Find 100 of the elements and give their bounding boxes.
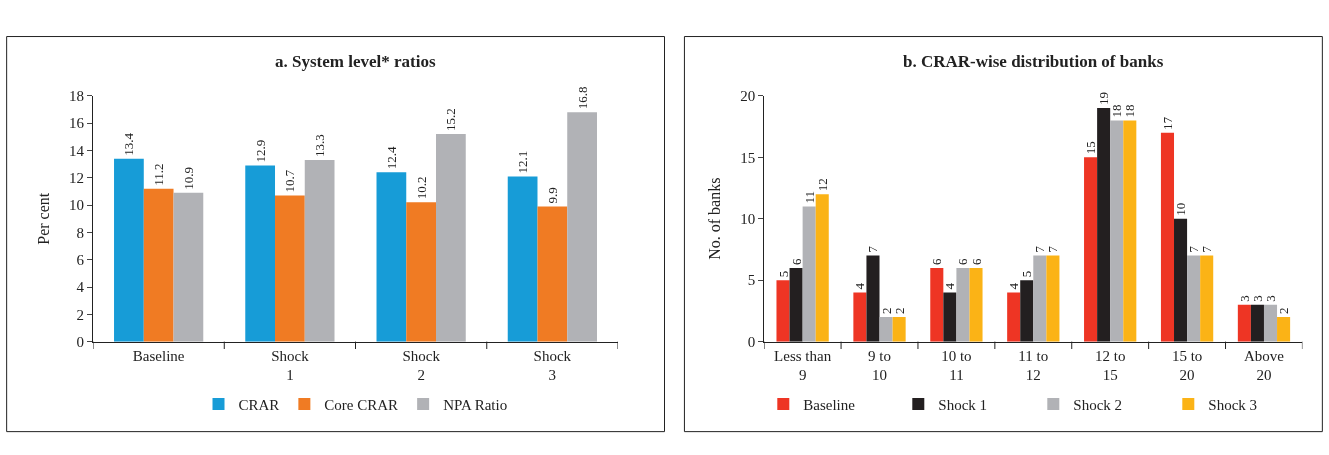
- data-label: 17: [1160, 117, 1175, 130]
- bar: [815, 194, 829, 342]
- y-tick-label: 18: [69, 88, 85, 105]
- bar: [930, 267, 944, 342]
- legend-label: Baseline: [803, 396, 856, 413]
- data-label: 13.3: [312, 134, 328, 157]
- legend-label: Core CRAR: [324, 396, 399, 413]
- data-label: 18: [1122, 104, 1138, 118]
- data-label: 6: [955, 257, 971, 265]
- data-label: 12.9: [252, 139, 268, 163]
- data-label: 6: [929, 257, 945, 265]
- bar: [1046, 255, 1060, 342]
- data-label: 6: [788, 257, 804, 265]
- bar: [956, 267, 970, 342]
- data-label: 18: [1109, 104, 1125, 118]
- bar: [969, 267, 983, 342]
- data-label: 12.4: [383, 146, 399, 170]
- bar: [436, 134, 466, 342]
- data-label: 4: [942, 282, 958, 290]
- y-axis-title: Per cent: [34, 192, 52, 245]
- bar: [1237, 304, 1251, 342]
- bar: [802, 206, 816, 342]
- data-label: 4: [852, 282, 868, 290]
- data-label: 10.7: [282, 169, 298, 193]
- data-label: 10.9: [180, 167, 196, 190]
- bar: [1007, 292, 1021, 342]
- bar: [507, 176, 538, 342]
- data-label: 10.2: [413, 176, 429, 200]
- bar: [776, 280, 790, 342]
- y-axis-title: No. of banks: [706, 177, 724, 260]
- legend-label: CRAR: [238, 396, 280, 413]
- x-tick-label: Shock 3: [533, 347, 572, 384]
- y-tick-label: 10: [69, 197, 85, 214]
- legend-label: Shock 2: [1073, 396, 1123, 413]
- bar: [376, 172, 407, 342]
- y-tick-label: 16: [69, 115, 85, 132]
- data-label: 15: [1083, 141, 1099, 155]
- bar: [1123, 120, 1137, 342]
- bar: [567, 112, 597, 342]
- data-label: 7: [1032, 245, 1048, 253]
- x-tick-label: Shock 1: [271, 347, 310, 384]
- bar: [1110, 120, 1124, 342]
- bar: [114, 158, 144, 342]
- y-tick-label: 8: [76, 224, 85, 241]
- x-tick-label: 11 to 12: [1018, 347, 1049, 384]
- bar: [892, 317, 906, 342]
- data-label: 5: [1019, 270, 1035, 278]
- legend-label: NPA Ratio: [443, 396, 508, 413]
- y-tick-label: 12: [69, 170, 85, 186]
- x-tick-label: 10 to 11: [941, 347, 972, 384]
- legend-label: Shock 1: [938, 396, 988, 413]
- bar: [1200, 255, 1214, 342]
- x-tick-label: Baseline: [132, 347, 185, 364]
- data-label: 3: [1236, 295, 1252, 302]
- data-label: 3: [1249, 295, 1265, 302]
- chart-title: a. System level* ratios: [275, 52, 436, 71]
- y-tick-label: 2: [76, 306, 85, 323]
- bar: [853, 292, 867, 342]
- bar: [406, 202, 436, 342]
- y-tick-label: 4: [76, 279, 85, 296]
- y-tick-label: 14: [69, 142, 85, 159]
- bar: [245, 165, 276, 342]
- data-label: 16.8: [574, 86, 590, 110]
- data-label: 15.2: [443, 108, 459, 132]
- data-label: 13.4: [121, 132, 137, 156]
- bar: [1187, 255, 1201, 342]
- x-tick-label: Less than 9: [774, 347, 832, 384]
- data-label: 3: [1263, 295, 1279, 302]
- y-tick-label: 0: [76, 333, 85, 350]
- bar: [304, 159, 335, 342]
- data-label: 2: [891, 307, 907, 315]
- data-label: 7: [1045, 245, 1061, 253]
- y-tick-label: 20: [740, 88, 756, 105]
- data-label: 7: [1199, 245, 1215, 253]
- bar: [173, 192, 204, 342]
- bar: [143, 188, 174, 342]
- y-tick-label: 15: [740, 149, 756, 166]
- x-tick-label: 15 to 20: [1171, 347, 1203, 384]
- y-tick-label: 0: [747, 333, 756, 350]
- data-label: 11.2: [151, 163, 167, 186]
- data-label: 2: [878, 307, 894, 315]
- x-tick-label: Shock 2: [402, 347, 441, 384]
- bar: [1277, 317, 1291, 342]
- data-label: 7: [865, 245, 881, 253]
- data-label: 11: [801, 190, 817, 204]
- bar: [537, 206, 568, 342]
- x-tick-label: 9 to 10: [868, 347, 891, 384]
- data-label: 4: [1006, 282, 1022, 290]
- data-label: 2: [1276, 307, 1292, 315]
- data-label: 7: [1186, 245, 1202, 253]
- x-tick-label: Above 20: [1243, 347, 1285, 384]
- data-label: 12.1: [515, 150, 531, 174]
- y-tick-label: 10: [740, 210, 756, 227]
- bar: [275, 195, 305, 342]
- bar: [1160, 132, 1175, 342]
- x-tick-label: 12 to 15: [1094, 347, 1126, 384]
- legend-label: Shock 3: [1208, 396, 1258, 413]
- bar: [1084, 157, 1098, 342]
- bar: [879, 317, 893, 342]
- bar: [1033, 255, 1047, 342]
